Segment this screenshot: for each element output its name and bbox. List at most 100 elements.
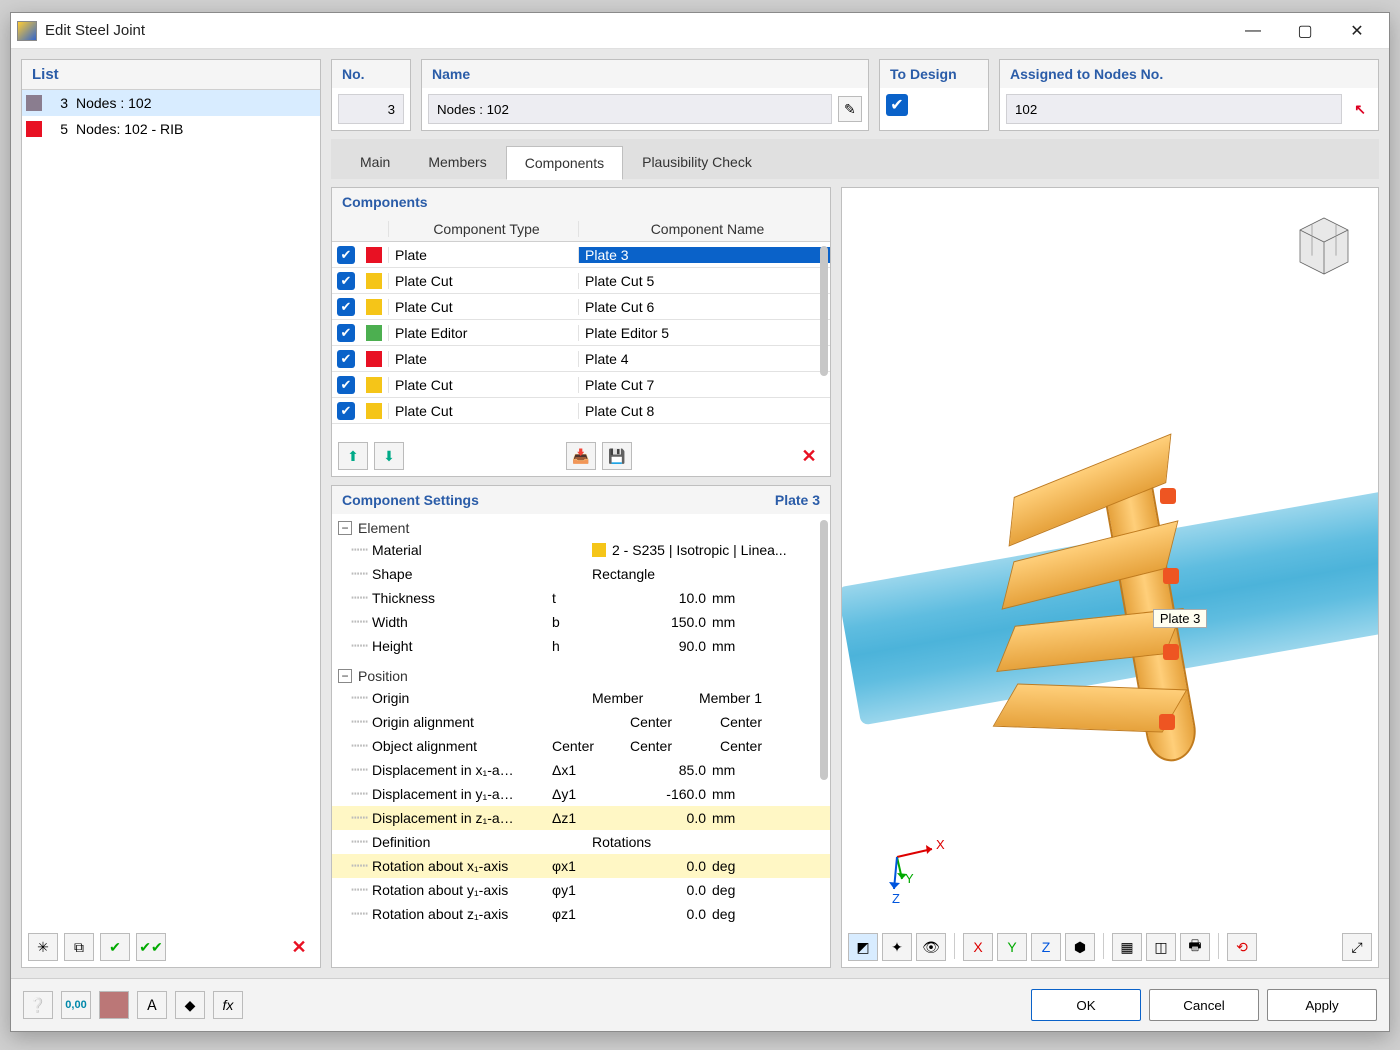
axes-gizmo: X Y Z	[872, 827, 952, 907]
list-item-label: Nodes : 102	[76, 95, 152, 111]
material-color-icon	[592, 543, 606, 557]
field-nodes-label: Assigned to Nodes No.	[1000, 60, 1378, 88]
row-type: Plate	[388, 247, 578, 263]
mid-left: Components Component Type Component Name…	[331, 187, 831, 968]
prop-dy1[interactable]: ⋯⋯Displacement in y₁-a… Δy1 -160.0 mm	[332, 782, 830, 806]
help-button[interactable]: ❔	[23, 991, 53, 1019]
prop-definition[interactable]: ⋯⋯Definition Rotations	[332, 830, 830, 854]
move-up-button[interactable]: ⬆	[338, 442, 368, 470]
group-element-header[interactable]: − Element	[332, 518, 830, 538]
table-row[interactable]: ✔PlatePlate 3	[332, 242, 830, 268]
list-item[interactable]: 5 Nodes: 102 - RIB	[22, 116, 320, 142]
tab-main[interactable]: Main	[341, 145, 409, 179]
row-checkbox[interactable]: ✔	[337, 350, 355, 368]
table-row[interactable]: ✔Plate CutPlate Cut 7	[332, 372, 830, 398]
delete-item-button[interactable]: ✕	[284, 933, 314, 961]
app-icon	[17, 21, 37, 41]
check-button[interactable]: ✔	[100, 933, 130, 961]
table-scrollbar[interactable]	[820, 246, 828, 376]
list-header: List	[22, 60, 320, 90]
prop-dx1[interactable]: ⋯⋯Displacement in x₁-a… Δx1 85.0 mm	[332, 758, 830, 782]
name-input[interactable]	[428, 94, 832, 124]
section-button[interactable]: ◆	[175, 991, 205, 1019]
collapse-icon[interactable]: −	[338, 669, 352, 683]
components-toolbar: ⬆ ⬇ 📥 💾 ✕	[332, 436, 830, 476]
tab-members[interactable]: Members	[409, 145, 505, 179]
settings-scrollbar[interactable]	[820, 520, 828, 780]
table-row[interactable]: ✔PlatePlate 4	[332, 346, 830, 372]
fx-button[interactable]: fx	[213, 991, 243, 1019]
vp-iso-button[interactable]: ⬢	[1065, 933, 1095, 961]
bolt-shape	[1159, 714, 1175, 730]
no-input[interactable]	[338, 94, 404, 124]
vp-y-view-button[interactable]: Y	[997, 933, 1027, 961]
prop-width[interactable]: ⋯⋯Width b 150.0 mm	[332, 610, 830, 634]
components-table: Component Type Component Name ✔PlatePlat…	[332, 216, 830, 436]
list-item[interactable]: 3 Nodes : 102	[22, 90, 320, 116]
check-all-button[interactable]: ✔✔	[136, 933, 166, 961]
units-button[interactable]: 0,00	[61, 991, 91, 1019]
bolt-shape	[1160, 488, 1176, 504]
move-down-button[interactable]: ⬇	[374, 442, 404, 470]
vp-select-button[interactable]: ◩	[848, 933, 878, 961]
row-name: Plate Cut 6	[578, 299, 830, 315]
model-3d	[875, 408, 1345, 748]
import-button[interactable]: 📥	[566, 442, 596, 470]
prop-rx1[interactable]: ⋯⋯Rotation about x₁-axis φx1 0.0 deg	[332, 854, 830, 878]
prop-origin-align[interactable]: ⋯⋯Origin alignment Center Center	[332, 710, 830, 734]
group-position-header[interactable]: − Position	[332, 666, 830, 686]
table-row[interactable]: ✔Plate EditorPlate Editor 5	[332, 320, 830, 346]
row-checkbox[interactable]: ✔	[337, 272, 355, 290]
table-row[interactable]: ✔Plate CutPlate Cut 6	[332, 294, 830, 320]
prop-object-align[interactable]: ⋯⋯Object alignment Center Center Center	[332, 734, 830, 758]
todesign-checkbox[interactable]: ✔	[886, 94, 908, 116]
row-checkbox[interactable]: ✔	[337, 376, 355, 394]
new-item-button[interactable]: ✳	[28, 933, 58, 961]
prop-rz1[interactable]: ⋯⋯Rotation about z₁-axis φz1 0.0 deg	[332, 902, 830, 926]
prop-dz1[interactable]: ⋯⋯Displacement in z₁-a… Δz1 0.0 mm	[332, 806, 830, 830]
vp-box-button[interactable]: ◫	[1146, 933, 1176, 961]
prop-thickness[interactable]: ⋯⋯Thickness t 10.0 mm	[332, 586, 830, 610]
cancel-button[interactable]: Cancel	[1149, 989, 1259, 1021]
row-color-icon	[366, 403, 382, 419]
table-row[interactable]: ✔Plate CutPlate Cut 8	[332, 398, 830, 424]
vp-render-button[interactable]: ▦	[1112, 933, 1142, 961]
prop-height[interactable]: ⋯⋯Height h 90.0 mm	[332, 634, 830, 658]
nodes-input[interactable]	[1006, 94, 1342, 124]
material-color-button[interactable]	[99, 991, 129, 1019]
prop-shape[interactable]: ⋯⋯Shape Rectangle	[332, 562, 830, 586]
tab-components[interactable]: Components	[506, 146, 623, 180]
edit-name-button[interactable]: ✎	[838, 96, 862, 122]
vp-z-view-button[interactable]: Z	[1031, 933, 1061, 961]
vp-x-view-button[interactable]: X	[963, 933, 993, 961]
close-button[interactable]: ✕	[1331, 16, 1383, 46]
apply-button[interactable]: Apply	[1267, 989, 1377, 1021]
vp-print-button[interactable]: 🖶	[1180, 933, 1210, 961]
table-row[interactable]: ✔Plate CutPlate Cut 5	[332, 268, 830, 294]
delete-component-button[interactable]: ✕	[794, 442, 824, 470]
vp-expand-button[interactable]: ⤢	[1342, 933, 1372, 961]
collapse-icon[interactable]: −	[338, 521, 352, 535]
navcube-icon[interactable]	[1284, 202, 1364, 282]
vp-reset-button[interactable]: ⟲	[1227, 933, 1257, 961]
viewport-3d[interactable]: Plate 3 X Y Z ◩ ✦ 👁	[841, 187, 1379, 968]
ok-button[interactable]: OK	[1031, 989, 1141, 1021]
labels-button[interactable]: Ａ	[137, 991, 167, 1019]
svg-text:X: X	[936, 837, 945, 852]
prop-ry1[interactable]: ⋯⋯Rotation about y₁-axis φy1 0.0 deg	[332, 878, 830, 902]
row-checkbox[interactable]: ✔	[337, 246, 355, 264]
vp-axes-button[interactable]: ✦	[882, 933, 912, 961]
pick-nodes-button[interactable]: ↖	[1348, 96, 1372, 122]
save-button[interactable]: 💾	[602, 442, 632, 470]
row-checkbox[interactable]: ✔	[337, 402, 355, 420]
row-checkbox[interactable]: ✔	[337, 324, 355, 342]
row-name: Plate Cut 5	[578, 273, 830, 289]
minimize-button[interactable]: —	[1227, 16, 1279, 46]
tab-plausibility[interactable]: Plausibility Check	[623, 145, 771, 179]
prop-material[interactable]: ⋯⋯ Material 2 - S235 | Isotropic | Linea…	[332, 538, 830, 562]
row-checkbox[interactable]: ✔	[337, 298, 355, 316]
vp-eye-button[interactable]: 👁	[916, 933, 946, 961]
maximize-button[interactable]: ▢	[1279, 16, 1331, 46]
prop-origin[interactable]: ⋯⋯Origin Member Member 1	[332, 686, 830, 710]
copy-item-button[interactable]: ⧉	[64, 933, 94, 961]
